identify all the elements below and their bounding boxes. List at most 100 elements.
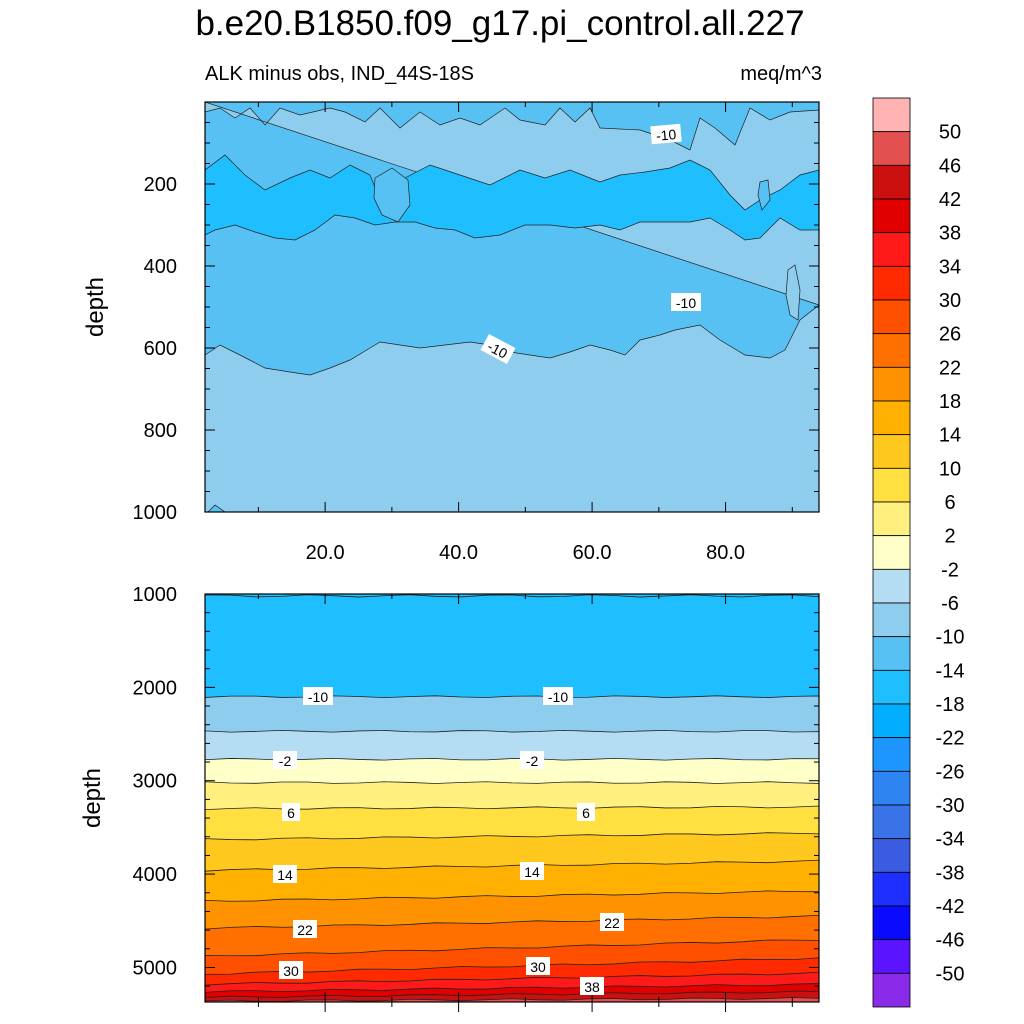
colorbar-swatch — [872, 501, 911, 537]
lower-y-tick-label: 5000 — [133, 957, 178, 979]
contour-band-46 — [205, 997, 819, 1002]
colorbar-label: 38 — [939, 223, 961, 245]
lower-contour-label: 30 — [279, 961, 303, 979]
colorbar-label: -18 — [936, 694, 965, 716]
colorbar-swatch — [872, 770, 911, 806]
lower-contour-label: 14 — [520, 862, 544, 880]
lower-frame — [204, 593, 820, 1003]
chart-title: b.e20.B1850.f09_g17.pi_control.all.227 — [195, 4, 805, 43]
svg-text:-10: -10 — [308, 689, 328, 705]
colorbar-label: 18 — [939, 391, 961, 413]
band-minus10-patch — [785, 264, 801, 321]
colorbar-label: -22 — [936, 728, 965, 750]
upper-y-tick-label: 1000 — [133, 502, 178, 524]
lower-contour-label: 6 — [282, 803, 300, 821]
lower-contour-label: 22 — [293, 920, 317, 938]
lower-contour-labels: -10 -10 -2 -2 6 6 14 14 22 22 30 30 38 — [273, 687, 624, 995]
svg-text:22: 22 — [604, 915, 620, 931]
colorbar-label: -46 — [936, 930, 965, 952]
colorbar-swatch — [872, 400, 911, 436]
lower-panel: 1000 2000 3000 4000 5000 -10 -10 -2 -2 6 6 14 14 22 2… — [79, 584, 820, 1012]
svg-text:-10: -10 — [548, 689, 568, 705]
upper-contour-field — [205, 102, 819, 512]
colorbar-label: -34 — [936, 829, 965, 851]
colorbar-swatch — [872, 636, 911, 671]
upper-x-tick-label: 80.0 — [706, 542, 745, 564]
colorbar-label: -14 — [936, 660, 965, 682]
svg-text:6: 6 — [287, 805, 295, 821]
colorbar-swatch — [872, 602, 911, 638]
svg-text:30: 30 — [530, 959, 546, 975]
svg-text:6: 6 — [582, 805, 590, 821]
colorbar-label: 2 — [944, 526, 955, 548]
units-label: meq/m^3 — [740, 63, 822, 85]
lower-y-tick-label: 1000 — [133, 584, 178, 606]
svg-text:14: 14 — [277, 867, 293, 883]
lower-y-tick-label: 4000 — [133, 864, 178, 886]
colorbar-label: 30 — [939, 290, 961, 312]
lower-contour-label: 22 — [600, 913, 624, 931]
colorbar-swatch — [872, 232, 911, 267]
colorbar-swatch — [872, 434, 911, 469]
lower-y-tick-label: 3000 — [133, 771, 178, 793]
svg-text:38: 38 — [584, 979, 600, 995]
colorbar-label: 26 — [939, 324, 961, 346]
colorbar-swatch — [872, 366, 911, 402]
colorbar-swatch — [872, 972, 911, 1008]
lower-contour-label: 38 — [580, 977, 604, 995]
upper-contour-label: -10 — [650, 123, 682, 145]
colorbar-label: -30 — [936, 795, 965, 817]
upper-ticks: 200 400 600 800 1000 20.0 40.0 60.0 80.0 — [133, 102, 819, 564]
lower-contour-label: -2 — [273, 751, 297, 769]
upper-y-tick-label: 200 — [144, 174, 177, 196]
colorbar-swatch — [872, 669, 911, 705]
colorbar-label: 14 — [939, 425, 961, 447]
colorbar-swatch — [872, 905, 911, 941]
svg-text:-10: -10 — [655, 126, 677, 144]
upper-x-tick-label: 60.0 — [573, 542, 612, 564]
colorbar-label: -6 — [941, 593, 959, 615]
colorbar-label: 22 — [939, 357, 961, 379]
colorbar-swatch — [872, 198, 911, 234]
upper-contour-label: -10 — [671, 293, 701, 311]
colorbar-swatch — [872, 131, 911, 166]
svg-text:14: 14 — [524, 864, 540, 880]
colorbar-swatch — [872, 804, 911, 840]
colorbar: 50 46 42 38 34 30 26 22 18 14 10 6 2 -2 -6 -10 -14 -18 -22… — [872, 97, 965, 1008]
colorbar-swatch — [872, 333, 911, 368]
colorbar-swatch — [872, 737, 911, 772]
colorbar-label: -2 — [941, 559, 959, 581]
colorbar-label: 42 — [939, 189, 961, 211]
colorbar-swatch — [872, 97, 911, 133]
lower-contour-label: -2 — [520, 751, 544, 769]
colorbar-label: -42 — [936, 896, 965, 918]
band-minus10-corner — [207, 504, 226, 512]
colorbar-label: -26 — [936, 761, 965, 783]
colorbar-swatch — [872, 568, 911, 604]
upper-y-axis-label: depth — [82, 277, 109, 337]
colorbar-swatch — [872, 467, 911, 503]
chart-subtitle: ALK minus obs, IND_44S-18S — [205, 63, 475, 85]
colorbar-label: 6 — [944, 492, 955, 514]
upper-y-tick-label: 800 — [144, 420, 177, 442]
svg-text:30: 30 — [283, 963, 299, 979]
band-minus14-pocket — [373, 167, 411, 223]
lower-y-tick-label: 2000 — [133, 677, 178, 699]
lower-ticks: 1000 2000 3000 4000 5000 — [133, 584, 819, 1012]
colorbar-label: 46 — [939, 155, 961, 177]
lower-contour-label: 14 — [273, 865, 297, 883]
upper-x-tick-label: 20.0 — [306, 542, 345, 564]
upper-contour-labels: -10-10-10 — [480, 123, 701, 364]
colorbar-label: -10 — [936, 627, 965, 649]
colorbar-swatch — [872, 703, 911, 739]
band-minus14-pocket-2 — [757, 179, 771, 211]
colorbar-swatch — [872, 265, 911, 301]
svg-text:-2: -2 — [526, 753, 539, 769]
colorbar-swatch — [872, 164, 911, 200]
colorbar-swatch — [872, 838, 911, 873]
colorbar-label: -50 — [936, 963, 965, 985]
lower-contour-label: 30 — [526, 957, 550, 975]
colorbar-label: 34 — [939, 256, 961, 278]
svg-text:-10: -10 — [676, 295, 696, 311]
